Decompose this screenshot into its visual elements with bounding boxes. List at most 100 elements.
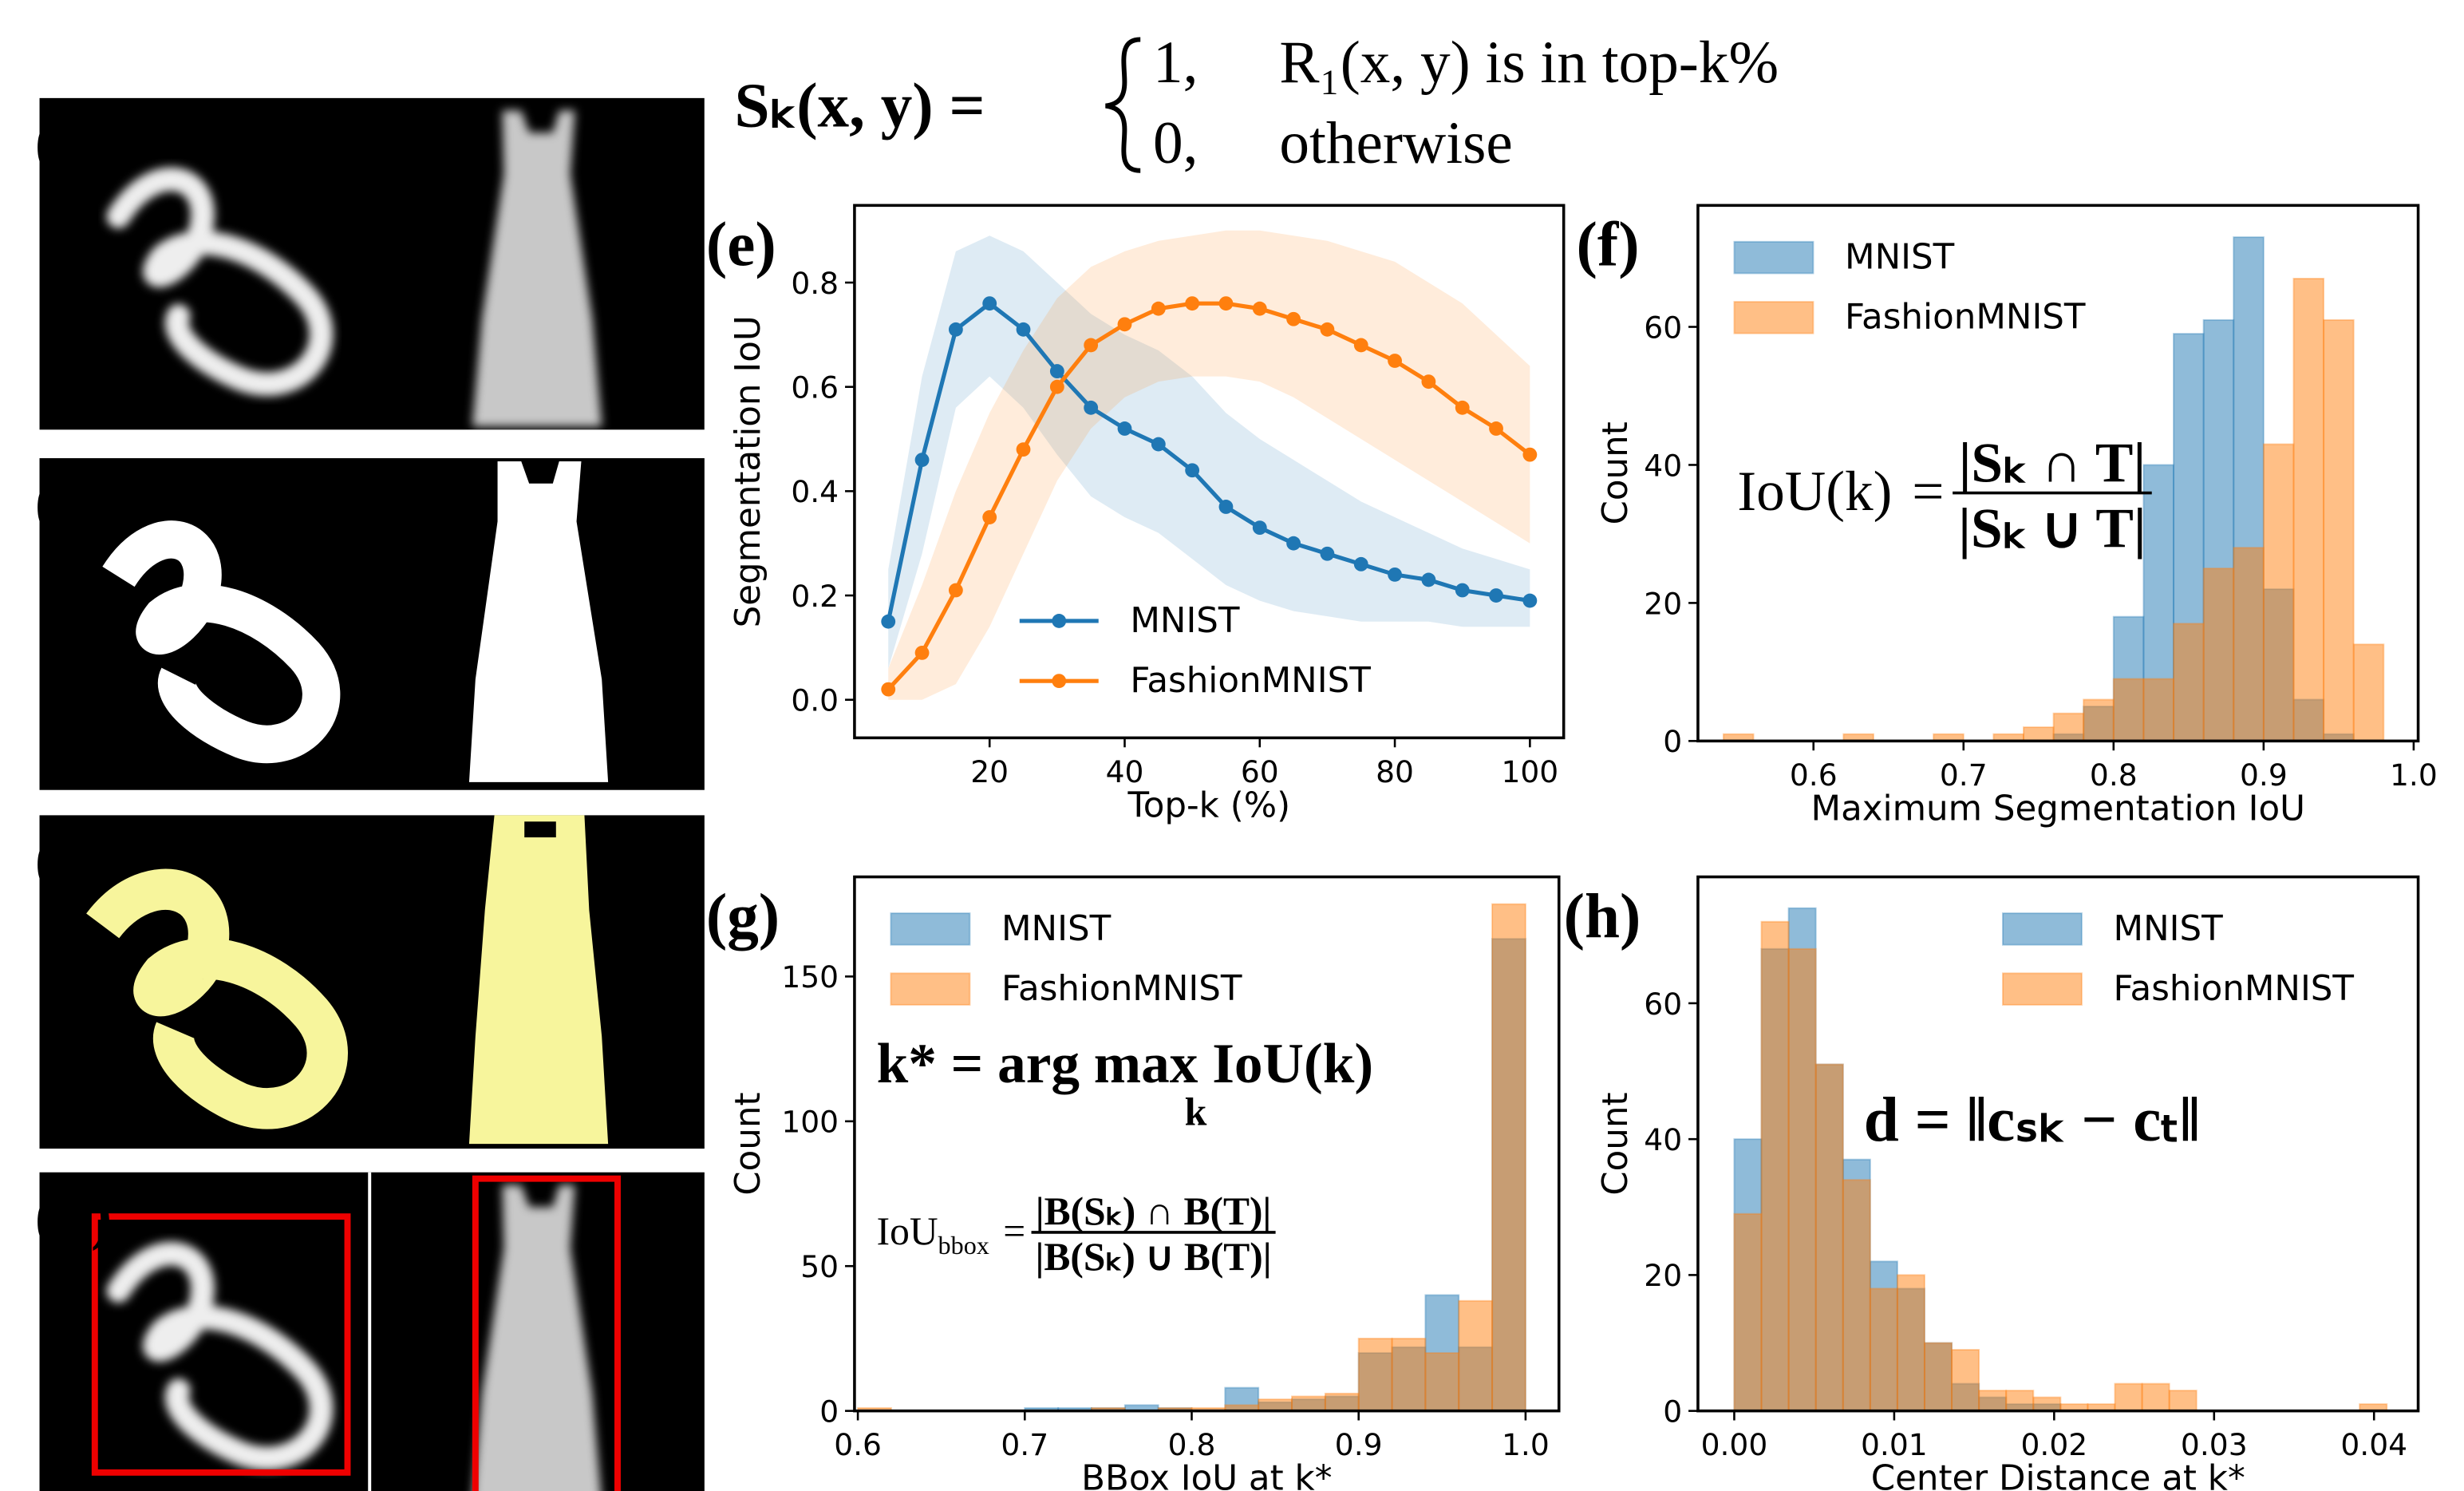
equation-lhs: IoUbbox = [877,1209,1025,1260]
plot-frame [853,204,1566,740]
x-tick-label: 0.02 [2020,1427,2087,1462]
bar [2292,277,2325,742]
legend-label: FashionMNIST [1845,298,2086,338]
x-axis-label: Top-k (%) [1127,785,1291,825]
y-tick-label: 20 [1644,586,1682,621]
point [1455,400,1470,415]
x-tick-label: 1.0 [1502,1427,1550,1462]
bar [2233,547,2265,742]
y-tick-label: 40 [1644,448,1682,483]
x-tick-label: 80 [1376,754,1414,789]
y-tick-label: 60 [1644,310,1682,345]
y-tick-label: 40 [1644,1122,1682,1157]
y-axis-label: Count [1596,1092,1636,1195]
x-axis-label: BBox IoU at k* [1081,1459,1332,1491]
equation-lhs: IoU(k) = [1737,461,1944,523]
x-tick-label: 100 [1501,754,1558,789]
point [881,682,896,697]
legend-swatch [2001,972,2083,1006]
bar [1291,1395,1326,1412]
equation-subscript: k [1185,1090,1207,1133]
bar [2173,623,2205,742]
bar [2032,1396,2062,1412]
equation-part: IoU(k) [1737,461,1892,523]
panel-label: (a) [35,107,109,177]
bar [2352,643,2385,742]
point [948,583,963,598]
case-condition: R₁(x, y) is in top-k% [1279,30,1779,96]
equation: d = ‖cₛₖ − cₜ‖ [1864,1085,2201,1155]
chart: 20 40 60 80 100 0.0 0.2 0.4 0.6 0.8 Top-k (%) Segme… [706,204,1566,825]
legend-label: MNIST [1001,909,1112,949]
bar [2142,678,2175,742]
point [1286,536,1301,551]
x-tick-label: 40 [1106,754,1144,789]
legend-swatch [890,972,971,1006]
y-tick-label: 100 [781,1105,839,1140]
bar [1424,1352,1460,1412]
point [1388,354,1402,368]
point [881,614,896,629]
point [1353,338,1368,353]
bar [1391,1337,1427,1412]
case-value: 1, [1153,30,1198,96]
y-axis-label: Count [1596,421,1636,524]
bar [1787,947,1817,1412]
bar [1491,903,1526,1412]
legend-label: FashionMNIST [2114,969,2355,1009]
x-tick-label: 0.01 [1861,1427,1928,1462]
point [1388,567,1402,582]
bar [2141,1382,2170,1412]
point [1084,338,1099,353]
plot-frame [853,875,1561,1413]
point [1522,447,1538,462]
chart: 0.00 0.01 0.02 0.03 0.04 0 20 40 60 Center Distan… [1564,875,2420,1491]
equation-numerator: |Sₖ ∩ T| [1959,432,2146,494]
point [1117,421,1132,436]
panel-label: (e) [706,210,776,280]
case-condition: otherwise [1279,110,1512,176]
y-tick-label: 0.6 [791,370,839,405]
point [1016,322,1031,337]
y-tick-label: 20 [1644,1258,1682,1293]
point [1286,311,1301,326]
y-tick-label: 150 [781,959,839,995]
case-value: 0, [1153,110,1198,176]
bar [1357,1337,1393,1412]
y-tick-label: 0.8 [791,266,839,301]
bar [1324,1392,1360,1412]
point [1489,588,1503,603]
bar [1733,1212,1763,1412]
x-tick-label: 0.9 [1335,1427,1383,1462]
y-tick-label: 60 [1644,987,1682,1022]
x-tick-label: 0.04 [2340,1427,2407,1462]
point [1151,301,1166,316]
point [1049,379,1064,394]
point [1320,546,1335,561]
x-tick-label: 0.7 [1001,1427,1048,1462]
point [914,645,930,660]
point [982,296,997,311]
x-tick-label: 0.9 [2240,757,2288,793]
y-tick-label: 0 [1663,1394,1682,1429]
legend-label: FashionMNIST [1130,661,1371,701]
bar [2052,712,2085,742]
panel-label: (b) [35,467,113,537]
bar [1760,920,1790,1412]
plot-frame [1696,204,2420,743]
legend-label: MNIST [1845,238,1955,278]
point [1455,583,1470,598]
equation-numerator: |B(Sₖ) ∩ B(T)| [1036,1189,1272,1233]
equation-relation: = [1003,1209,1025,1253]
point [1421,572,1436,587]
point [1185,296,1200,311]
bar [1842,1179,1871,1412]
point [1320,322,1335,337]
bar [1896,1274,1925,1412]
point [982,510,997,524]
bar [2083,698,2115,742]
y-tick-label: 50 [800,1249,839,1284]
x-tick-label: 20 [970,754,1009,789]
image-panel-a [39,97,705,430]
